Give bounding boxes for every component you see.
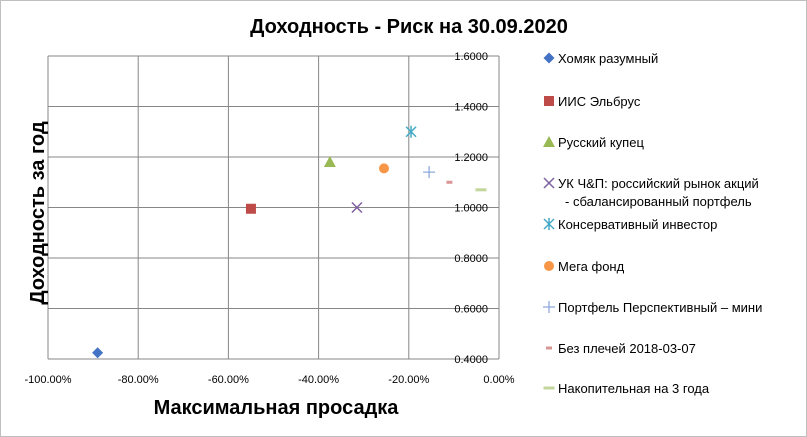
legend-item-3: Русский купец xyxy=(543,135,644,150)
y-axis-title: Доходность за год xyxy=(27,121,49,305)
legend-marker xyxy=(543,177,555,189)
x-tick-label: 0.00% xyxy=(483,374,514,386)
data-point-4 xyxy=(351,201,363,214)
legend: Хомяк разумный ИИС Эльбрус Русский купец УК… xyxy=(543,51,762,396)
legend-item-8: Без плечей 2018-03-07 xyxy=(546,341,696,356)
y-tick-label: 0.6000 xyxy=(454,304,488,316)
y-tick-label: 1.6000 xyxy=(454,51,488,63)
legend-label: Без плечей 2018-03-07 xyxy=(558,341,696,356)
x-axis-title: Максимальная просадка xyxy=(154,397,400,419)
legend-item-9: Накопительная на 3 года xyxy=(543,381,710,396)
data-point-9 xyxy=(475,188,487,192)
legend-item-4: УК Ч&П: российский рынок акций - сбаланси… xyxy=(543,176,759,209)
point-layer xyxy=(92,125,487,359)
legend-label: - сбалансированный портфель xyxy=(565,194,752,209)
y-tick-label: 1.0000 xyxy=(454,203,488,215)
data-point-7 xyxy=(423,166,436,179)
legend-marker xyxy=(543,52,555,64)
legend-item-6: Мега фонд xyxy=(544,259,625,274)
legend-marker xyxy=(543,218,555,230)
data-point-5 xyxy=(405,125,417,138)
x-tick-label: -100.00% xyxy=(24,374,71,386)
legend-label: УК Ч&П: российский рынок акций xyxy=(558,176,759,191)
legend-label: ИИС Эльбрус xyxy=(558,94,641,109)
y-tick-label: 1.2000 xyxy=(454,152,488,164)
legend-label: Русский купец xyxy=(558,135,644,150)
x-tick-label: -20.00% xyxy=(388,374,429,386)
legend-item-5: Консервативный инвестор xyxy=(543,217,717,232)
legend-marker xyxy=(543,301,555,313)
x-tick-label: -40.00% xyxy=(298,374,339,386)
chart-title: Доходность - Риск на 30.09.2020 xyxy=(250,16,568,38)
tick-layer: 0.4000 0.6000 0.8000 1.0000 1.2000 1.4000 1.60… xyxy=(24,51,514,386)
y-tick-label: 0.4000 xyxy=(454,354,488,366)
legend-label: Хомяк разумный xyxy=(558,51,658,66)
legend-marker xyxy=(543,386,555,390)
legend-label: Консервативный инвестор xyxy=(558,217,717,232)
legend-label: Накопительная на 3 года xyxy=(558,381,710,396)
legend-marker xyxy=(546,346,552,350)
legend-item-7: Портфель Перспективный – мини xyxy=(543,300,762,315)
legend-item-2: ИИС Эльбрус xyxy=(544,94,641,109)
legend-marker xyxy=(544,96,554,106)
legend-label: Мега фонд xyxy=(558,259,625,274)
data-point-8 xyxy=(446,180,453,184)
y-tick-label: 0.8000 xyxy=(454,253,488,265)
y-tick-label: 1.4000 xyxy=(454,102,488,114)
x-tick-label: -80.00% xyxy=(118,374,159,386)
data-point-3 xyxy=(323,156,336,168)
legend-item-1: Хомяк разумный xyxy=(543,51,658,66)
legend-marker xyxy=(543,136,555,147)
data-point-1 xyxy=(92,347,104,359)
grid-layer xyxy=(47,55,500,360)
legend-marker xyxy=(544,261,554,271)
x-tick-label: -60.00% xyxy=(208,374,249,386)
data-point-6 xyxy=(378,163,389,174)
data-point-2 xyxy=(245,203,256,214)
legend-label: Портфель Перспективный – мини xyxy=(558,300,762,315)
